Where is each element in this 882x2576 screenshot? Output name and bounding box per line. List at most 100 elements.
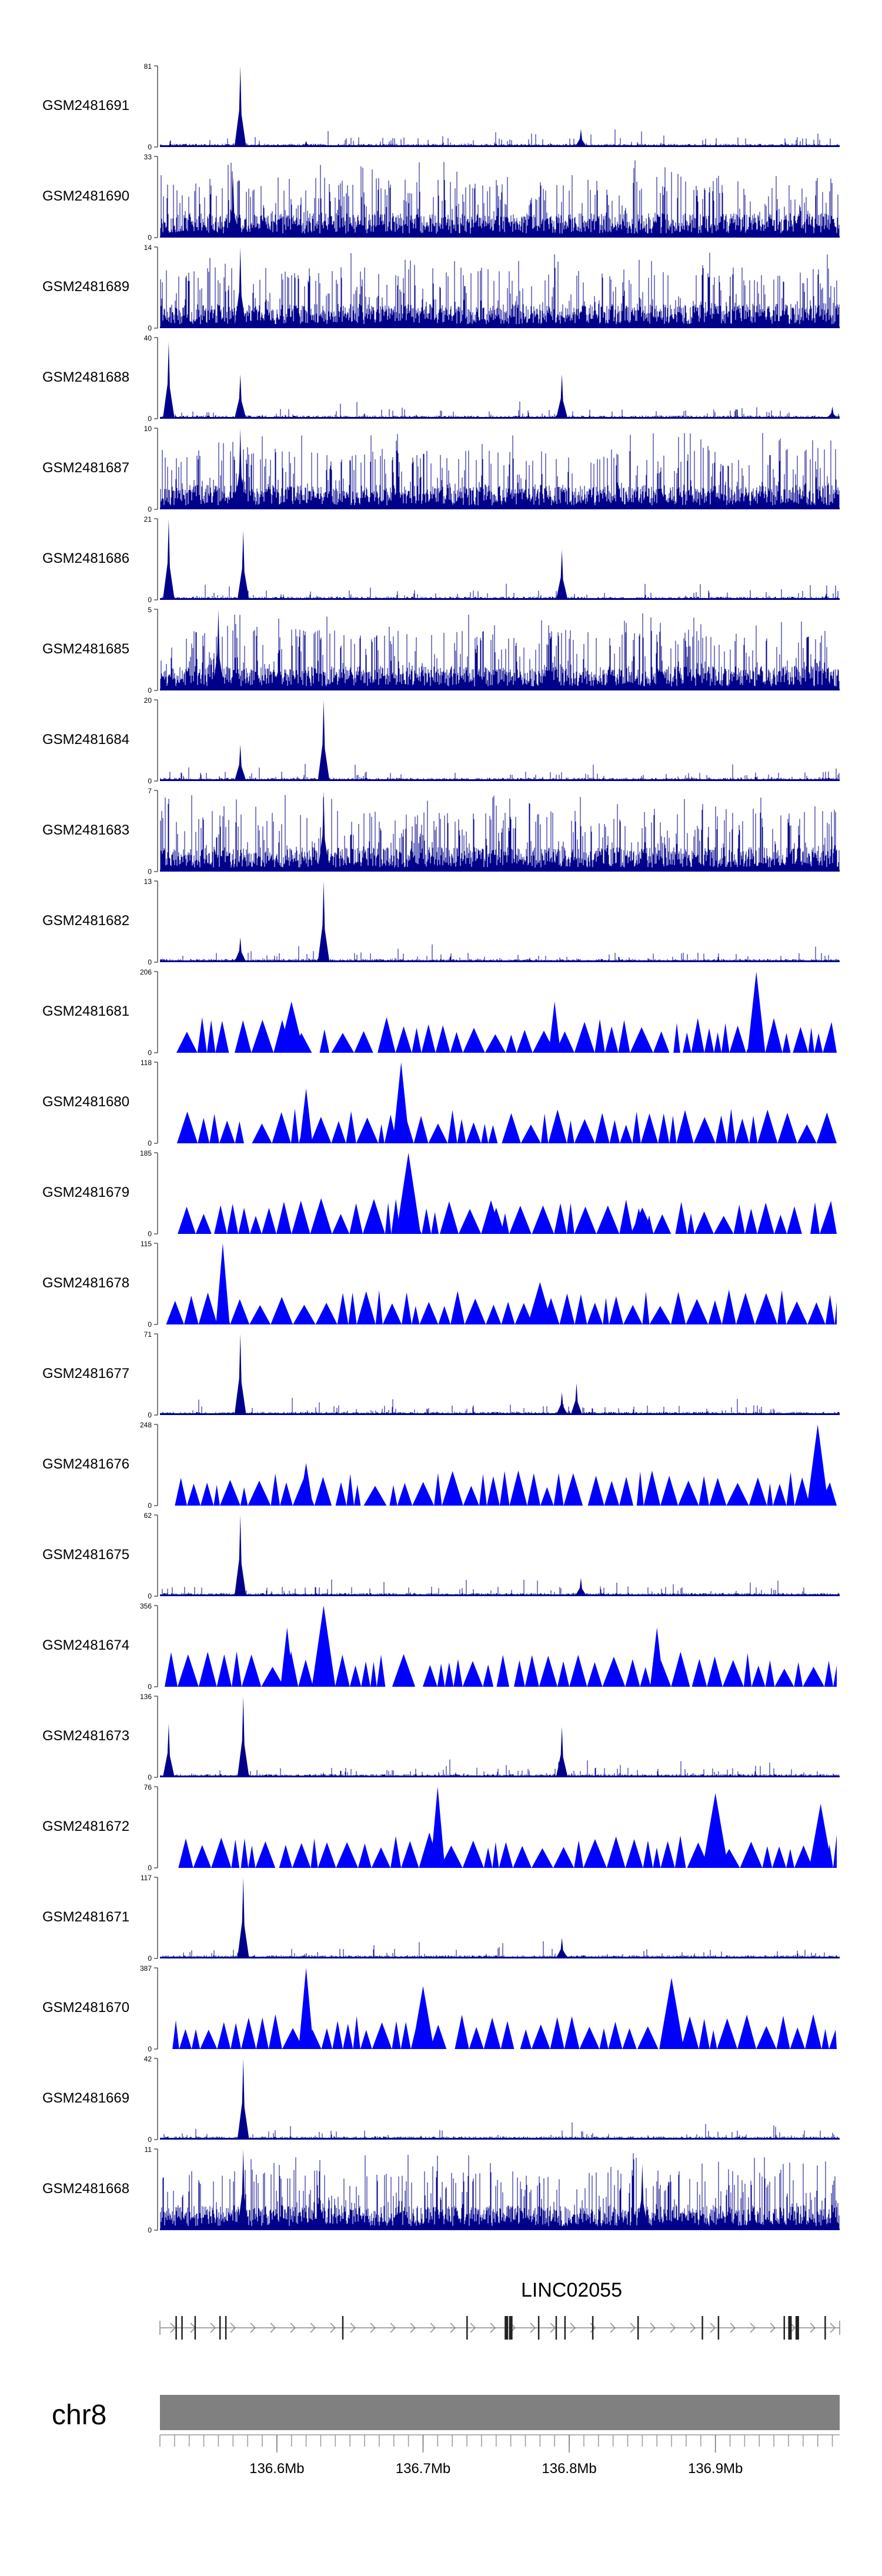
coverage-triangle [318, 1842, 336, 1868]
coverage-triangle [676, 1110, 694, 1143]
track-label: GSM2481678 [42, 1275, 129, 1291]
coverage-triangle [215, 1020, 229, 1053]
coverage-triangle [439, 1201, 459, 1234]
coverage-triangle [483, 1847, 493, 1868]
coverage-triangle [567, 1120, 574, 1143]
coverage-triangle [450, 1290, 465, 1324]
strand-chevron [750, 2323, 756, 2333]
coverage-triangle [356, 1117, 379, 1143]
coverage-peak [556, 374, 568, 419]
track-label: GSM2481691 [42, 98, 129, 114]
coverage-triangle [358, 1843, 372, 1868]
coverage-peak [318, 700, 330, 781]
y-max-label: 62 [144, 1511, 152, 1520]
coverage-triangle [430, 1787, 445, 1868]
coverage-triangle [466, 1122, 482, 1143]
coverage-triangle [531, 2024, 550, 2049]
coverage-triangle [532, 1205, 554, 1234]
coverage-triangle [447, 1110, 457, 1143]
coverage-triangle [249, 1305, 271, 1324]
coverage-triangle [486, 1304, 502, 1324]
coverage-peak [234, 374, 246, 419]
coverage-triangle [737, 2014, 757, 2049]
coverage-triangle [727, 1109, 736, 1143]
coverage-peak [234, 428, 246, 509]
coverage-triangle [165, 1652, 178, 1687]
coverage-triangle [198, 1117, 210, 1143]
coverage-triangle [749, 1477, 767, 1506]
coverage-triangle [353, 2016, 360, 2049]
coverage-triangle [733, 1204, 745, 1234]
coverage-triangle [694, 1211, 714, 1234]
y-max-label: 13 [144, 877, 152, 886]
coverage-bars [160, 129, 840, 147]
coverage-triangle [793, 1027, 808, 1053]
coverage-triangle [776, 2016, 790, 2049]
coverage-triangle [735, 1118, 750, 1143]
strand-chevron [570, 2323, 576, 2333]
coverage-triangle [214, 1205, 227, 1234]
exon-mark [219, 2316, 221, 2340]
coverage-triangle [606, 1836, 626, 1868]
coverage-baseline [160, 326, 840, 328]
coverage-triangle [249, 1216, 262, 1234]
track-label: GSM2481683 [42, 822, 129, 838]
coverage-triangle [574, 1294, 587, 1324]
coverage-triangle [483, 1664, 494, 1687]
coverage-triangle [457, 1119, 466, 1143]
exon-mark [555, 2316, 557, 2340]
coverage-triangle [622, 2028, 637, 2049]
y-min-label: 0 [148, 867, 152, 876]
y-max-label: 21 [144, 515, 152, 523]
coverage-triangle [431, 1212, 439, 1234]
coverage-peak [556, 549, 568, 600]
coverage-triangle [413, 1116, 429, 1143]
coverage-triangle [331, 1033, 355, 1053]
coverage-triangle [335, 1654, 350, 1687]
track-gsm2481680: GSM2481680 118 0 [42, 1059, 837, 1147]
coverage-triangle [574, 1119, 595, 1143]
coverage-triangle [794, 1845, 813, 1868]
y-min-label: 0 [148, 1411, 152, 1419]
track-gsm2481669: GSM2481669 42 0 [42, 2055, 840, 2144]
coverage-triangle [772, 1846, 787, 1868]
coverage-triangle [550, 2017, 564, 2049]
coverage-peak [570, 1383, 583, 1415]
coverage-triangle [299, 1088, 313, 1143]
coverage-peak [234, 1515, 246, 1596]
coverage-triangle [675, 1202, 687, 1234]
track-label: GSM2481670 [42, 2000, 129, 2016]
track-gsm2481675: GSM2481675 62 0 [42, 1511, 840, 1600]
y-min-label: 0 [148, 777, 152, 785]
coverage-baseline [160, 960, 840, 962]
coverage-triangle [270, 1473, 280, 1506]
coverage-triangle [261, 1207, 276, 1234]
coverage-peak [237, 1696, 249, 1777]
exon-mark [194, 2316, 196, 2340]
track-gsm2481679: GSM2481679 185 0 [42, 1149, 837, 1238]
coverage-triangle [248, 1480, 271, 1506]
coverage-triangle [765, 1017, 783, 1053]
coverage-triangle [596, 1205, 620, 1234]
coverage-triangle [608, 2021, 623, 2049]
track-gsm2481671: GSM2481671 117 0 [42, 1874, 840, 1963]
exon-mark [564, 2316, 566, 2340]
track-gsm2481673: GSM2481673 136 0 [42, 1693, 840, 1781]
coverage-triangle [362, 1199, 385, 1234]
coverage-baseline [160, 1594, 840, 1596]
coverage-triangle [599, 2028, 609, 2049]
coverage-triangle [574, 1206, 597, 1234]
coverage-triangle [354, 1031, 373, 1053]
coverage-triangle [230, 1299, 250, 1324]
genome-axis: chr8 136.6Mb 136.7Mb 136.8Mb 136.9Mb [52, 2395, 840, 2477]
coverage-triangle [279, 1844, 293, 1868]
coverage-triangle [377, 1017, 396, 1053]
coverage-triangle [291, 1200, 310, 1234]
coverage-triangle [630, 1027, 653, 1053]
coverage-triangle [402, 1292, 412, 1324]
coverage-triangle [540, 1113, 549, 1143]
track-gsm2481672: GSM2481672 76 0 [42, 1783, 837, 1872]
coverage-triangle [496, 1654, 510, 1687]
coverage-triangle [649, 1306, 671, 1324]
coverage-triangle [201, 1482, 214, 1506]
